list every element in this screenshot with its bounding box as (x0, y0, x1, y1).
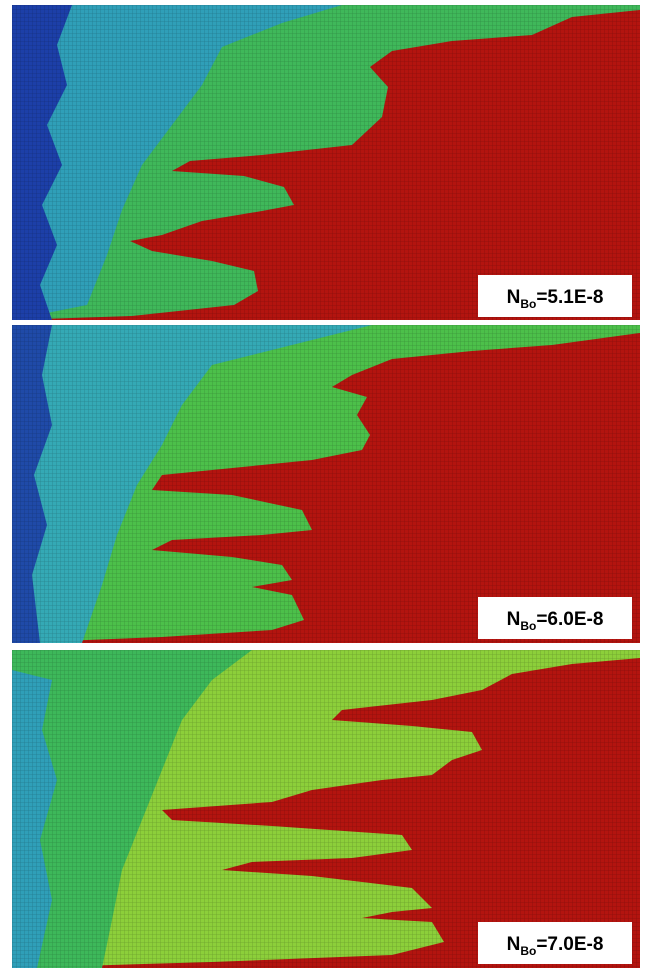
subscript: Bo (520, 619, 536, 633)
label-box (478, 275, 632, 317)
value: =7.0E-8 (536, 934, 603, 955)
panel: NBo=5.1E-8 (12, 5, 640, 320)
label-box (478, 597, 632, 639)
panel: NBo=7.0E-8 (12, 650, 640, 968)
mesh (12, 5, 640, 320)
label: NBo=5.1E-8 (507, 287, 604, 311)
value: =6.0E-8 (536, 609, 603, 630)
label: NBo=7.0E-8 (507, 934, 604, 958)
mesh (12, 325, 640, 643)
value: =5.1E-8 (536, 287, 603, 308)
panel: NBo=6.0E-8 (12, 325, 640, 643)
label-box (478, 922, 632, 964)
mesh (12, 650, 640, 968)
label: NBo=6.0E-8 (507, 609, 604, 633)
subscript: Bo (520, 297, 536, 311)
symbol: N (507, 609, 521, 630)
subscript: Bo (520, 944, 536, 958)
symbol: N (507, 287, 521, 308)
symbol: N (507, 934, 521, 955)
